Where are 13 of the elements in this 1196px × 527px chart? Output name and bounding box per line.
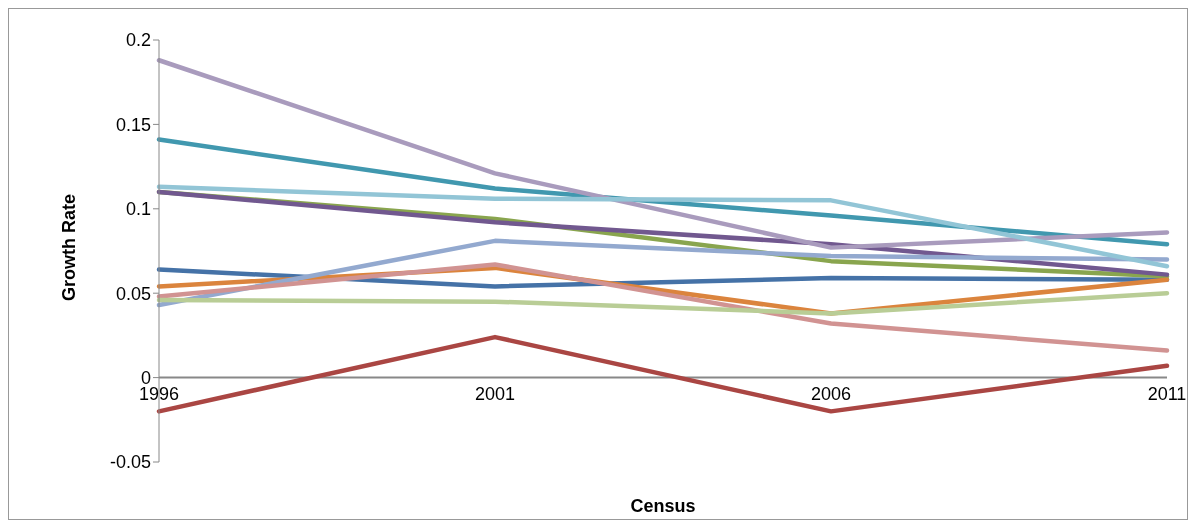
x-axis-title: Census bbox=[630, 496, 696, 516]
x-tick-label: 2011 bbox=[1147, 383, 1187, 404]
y-tick-label: -0.05 bbox=[109, 452, 151, 473]
x-tick-label: 2001 bbox=[474, 383, 516, 404]
y-tick-label: 0.2 bbox=[125, 30, 151, 51]
y-axis-title: Growth Rate bbox=[59, 193, 80, 301]
line-series bbox=[156, 262, 1170, 353]
line-series bbox=[156, 58, 1170, 250]
y-tick-label: 0.15 bbox=[115, 114, 151, 135]
line-series bbox=[156, 290, 1170, 316]
y-tick-label: 0.1 bbox=[125, 199, 151, 220]
y-tick-label: 0.05 bbox=[115, 283, 151, 304]
x-tick-label: 2006 bbox=[810, 383, 852, 404]
